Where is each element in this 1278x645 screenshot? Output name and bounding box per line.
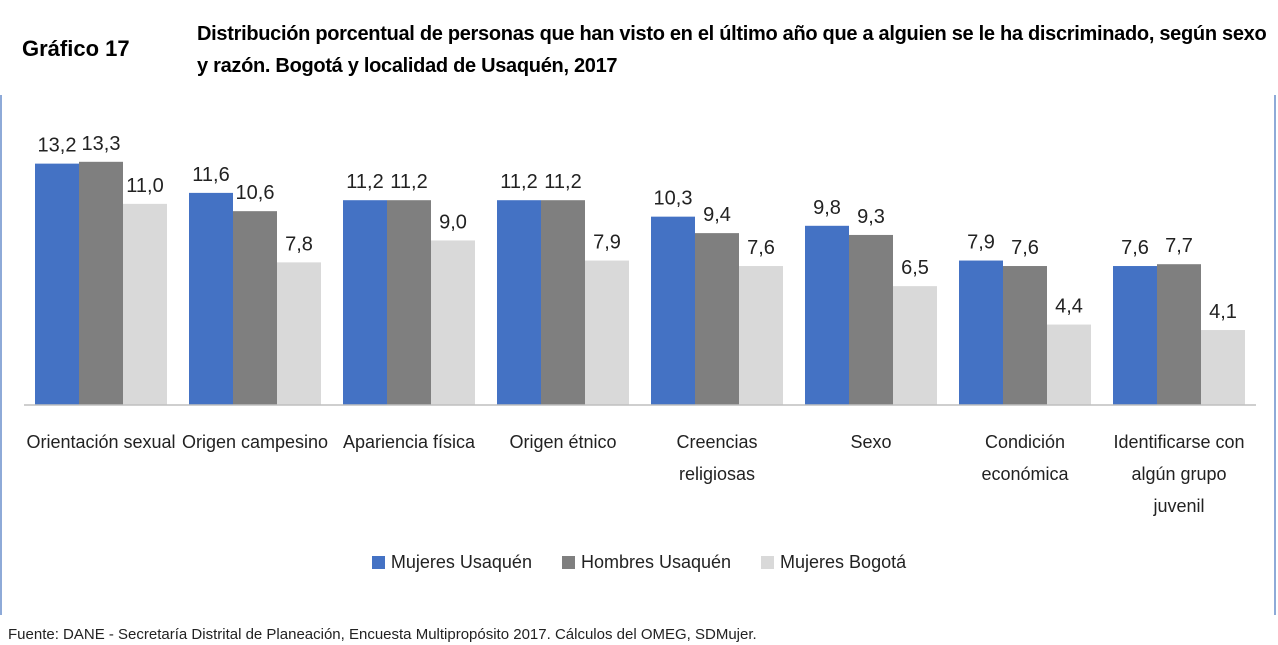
legend-item: Mujeres Bogotá bbox=[761, 552, 906, 573]
bar bbox=[1113, 266, 1157, 405]
x-tick-label: Apariencia física bbox=[342, 432, 476, 452]
bar bbox=[805, 225, 849, 405]
x-tick-label: Identificarse con algún grupo juvenil bbox=[1113, 432, 1245, 516]
x-tick-label: Creencias religiosas bbox=[676, 432, 758, 484]
x-tick-label: Origen campesino bbox=[181, 432, 329, 452]
bar bbox=[277, 262, 321, 405]
bar bbox=[233, 211, 277, 405]
value-label: 11,2 bbox=[500, 171, 537, 193]
value-label: 7,6 bbox=[1121, 237, 1149, 259]
bar bbox=[189, 192, 233, 405]
bar bbox=[1201, 330, 1245, 405]
x-tick-label: Origen étnico bbox=[509, 432, 617, 452]
x-tick-label: Orientación sexual bbox=[26, 432, 176, 452]
source: Fuente: DANE - Secretaría Distrital de P… bbox=[8, 626, 757, 643]
bar bbox=[541, 200, 585, 405]
value-label: 7,6 bbox=[747, 237, 775, 259]
bar bbox=[1047, 324, 1091, 405]
legend-item: Mujeres Usaquén bbox=[371, 552, 532, 573]
value-label: 7,6 bbox=[1011, 237, 1039, 259]
legend: Mujeres Usaquén Hombres Usaquén Mujeres Bo… bbox=[0, 552, 1278, 573]
value-label: 9,4 bbox=[703, 204, 731, 226]
value-label: 4,4 bbox=[1055, 296, 1083, 318]
bar bbox=[959, 260, 1003, 405]
bar bbox=[1003, 266, 1047, 405]
chart-label: Gráfico 17 bbox=[22, 36, 130, 61]
value-label: 11,2 bbox=[390, 171, 427, 193]
legend-swatch bbox=[561, 556, 575, 569]
bar bbox=[695, 233, 739, 405]
chart-title: Distribución porcentual de personas que … bbox=[197, 23, 1267, 77]
legend-swatch bbox=[761, 556, 775, 569]
legend-label: Mujeres Usaquén bbox=[390, 552, 532, 572]
bar bbox=[35, 163, 79, 405]
bar bbox=[123, 203, 167, 405]
value-label: 11,2 bbox=[346, 171, 383, 193]
value-label: 13,2 bbox=[38, 135, 77, 157]
value-label: 11,0 bbox=[126, 175, 163, 197]
legend-label: Mujeres Bogotá bbox=[780, 552, 907, 572]
value-label: 10,6 bbox=[236, 182, 275, 204]
bar bbox=[1157, 264, 1201, 405]
value-label: 7,9 bbox=[967, 232, 995, 254]
bar bbox=[497, 200, 541, 405]
bar bbox=[893, 286, 937, 405]
bar bbox=[739, 266, 783, 405]
value-label: 7,7 bbox=[1165, 235, 1193, 257]
value-label: 10,3 bbox=[654, 188, 693, 210]
bar bbox=[343, 200, 387, 405]
bar bbox=[431, 240, 475, 405]
value-label: 9,8 bbox=[813, 197, 841, 219]
legend-item: Hombres Usaquén bbox=[561, 552, 732, 573]
value-label: 11,2 bbox=[544, 171, 581, 193]
value-label: 7,9 bbox=[593, 232, 621, 254]
value-label: 9,3 bbox=[857, 206, 885, 228]
legend-swatch bbox=[371, 556, 385, 569]
value-label: 9,0 bbox=[439, 211, 467, 233]
frame bbox=[0, 95, 1276, 615]
value-label: 6,5 bbox=[901, 257, 929, 279]
bar bbox=[387, 200, 431, 405]
bar bbox=[849, 234, 893, 405]
x-tick-label: Condición económica bbox=[981, 432, 1069, 484]
value-label: 13,3 bbox=[82, 133, 121, 155]
value-label: 11,6 bbox=[192, 164, 229, 186]
bar bbox=[585, 260, 629, 405]
x-tick-label: Sexo bbox=[850, 432, 892, 452]
bar bbox=[79, 161, 123, 405]
legend-label: Hombres Usaquén bbox=[580, 552, 732, 572]
value-label: 4,1 bbox=[1209, 301, 1237, 323]
bar bbox=[651, 216, 695, 405]
value-label: 7,8 bbox=[285, 233, 313, 255]
